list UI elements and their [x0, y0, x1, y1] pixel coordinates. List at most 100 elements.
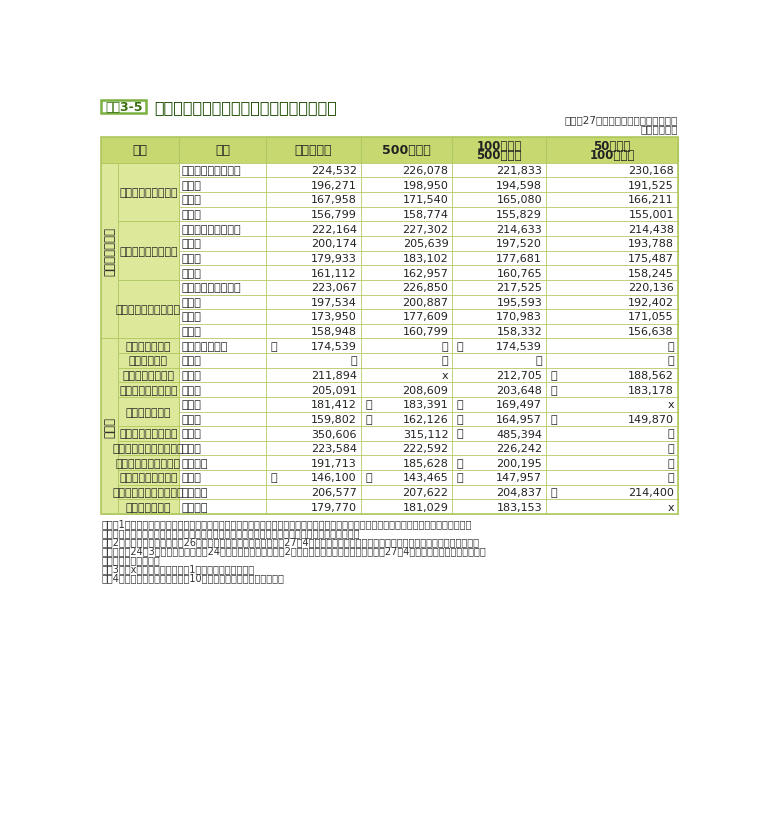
- Text: 217,525: 217,525: [496, 283, 542, 293]
- Bar: [119, 441, 179, 456]
- Text: ＊: ＊: [366, 414, 372, 424]
- Bar: [179, 397, 266, 412]
- Bar: [452, 281, 546, 295]
- Text: 準　新　卒　医　師: 準 新 卒 医 師: [119, 429, 178, 439]
- Bar: [452, 207, 546, 222]
- Bar: [266, 412, 361, 427]
- Bar: [101, 101, 146, 114]
- Bar: [266, 207, 361, 222]
- Bar: [266, 164, 361, 179]
- Bar: [179, 441, 266, 456]
- Text: 171,540: 171,540: [403, 195, 448, 206]
- Bar: [546, 354, 678, 369]
- Bar: [266, 369, 361, 382]
- Text: 222,592: 222,592: [402, 444, 448, 454]
- Text: 資料3-5: 資料3-5: [105, 101, 142, 114]
- Bar: [546, 222, 678, 237]
- Bar: [179, 266, 266, 281]
- Text: 養成所卒: 養成所卒: [182, 487, 208, 497]
- Text: 214,633: 214,633: [496, 224, 542, 234]
- Text: 226,242: 226,242: [496, 444, 542, 454]
- Bar: [361, 266, 452, 281]
- Bar: [266, 251, 361, 266]
- Text: 203,648: 203,648: [496, 385, 542, 395]
- Bar: [179, 222, 266, 237]
- Bar: [179, 382, 266, 397]
- Text: ＊: ＊: [457, 414, 464, 424]
- Text: 200,887: 200,887: [402, 297, 448, 307]
- Text: 156,638: 156,638: [629, 327, 674, 337]
- Bar: [266, 222, 361, 237]
- Text: 新卒高等学校教諭: 新卒高等学校教諭: [122, 370, 175, 381]
- Bar: [361, 281, 452, 295]
- Text: 大学卒: 大学卒: [182, 385, 201, 395]
- Text: 170,983: 170,983: [496, 312, 542, 322]
- Bar: [546, 192, 678, 207]
- Bar: [452, 382, 546, 397]
- Bar: [452, 339, 546, 354]
- Bar: [546, 485, 678, 500]
- Text: 183,102: 183,102: [403, 254, 448, 264]
- Text: ＊: ＊: [550, 385, 557, 395]
- Text: 143,465: 143,465: [403, 473, 448, 483]
- Bar: [179, 427, 266, 441]
- Text: 171,055: 171,055: [629, 312, 674, 322]
- Text: 短大卒: 短大卒: [182, 400, 201, 410]
- Text: ＊: ＊: [550, 487, 557, 497]
- Bar: [179, 207, 266, 222]
- Text: 223,584: 223,584: [311, 444, 357, 454]
- Text: 174,539: 174,539: [311, 342, 357, 351]
- Text: 155,829: 155,829: [496, 210, 542, 219]
- Text: 181,029: 181,029: [403, 502, 448, 512]
- Bar: [361, 354, 452, 369]
- Bar: [452, 164, 546, 179]
- Bar: [361, 251, 452, 266]
- Text: 214,438: 214,438: [628, 224, 674, 234]
- Bar: [546, 397, 678, 412]
- Text: 500人以上: 500人以上: [382, 144, 431, 157]
- Text: 学歴: 学歴: [215, 144, 230, 157]
- Bar: [179, 192, 266, 207]
- Bar: [361, 138, 452, 164]
- Text: 2　「準新卒」とは、平成26年度中に資格免許を取得し、平成27年4月までの間に採用された場合をいう。なお、医師については、平: 2 「準新卒」とは、平成26年度中に資格免許を取得し、平成27年4月までの間に採…: [101, 536, 480, 546]
- Bar: [452, 222, 546, 237]
- Text: 養成所卒: 養成所卒: [182, 458, 208, 468]
- Bar: [546, 138, 678, 164]
- Text: 207,622: 207,622: [402, 487, 448, 497]
- Bar: [179, 412, 266, 427]
- Text: 185,628: 185,628: [403, 458, 448, 468]
- Bar: [361, 485, 452, 500]
- Text: 204,837: 204,837: [496, 487, 542, 497]
- Bar: [179, 281, 266, 295]
- Bar: [452, 427, 546, 441]
- Text: x: x: [667, 400, 674, 410]
- Text: ＊: ＊: [457, 400, 464, 410]
- Text: －: －: [667, 473, 674, 483]
- Text: 100人未満: 100人未満: [589, 149, 635, 161]
- Bar: [546, 382, 678, 397]
- Text: 197,520: 197,520: [496, 239, 542, 249]
- Bar: [266, 192, 361, 207]
- Bar: [361, 456, 452, 470]
- Text: －: －: [667, 356, 674, 366]
- Bar: [266, 427, 361, 441]
- Bar: [361, 164, 452, 179]
- Bar: [266, 281, 361, 295]
- Text: 162,957: 162,957: [403, 269, 448, 278]
- Text: 146,100: 146,100: [312, 473, 357, 483]
- Bar: [546, 500, 678, 514]
- Bar: [546, 179, 678, 192]
- Bar: [546, 324, 678, 339]
- Bar: [546, 164, 678, 179]
- Bar: [452, 354, 546, 369]
- Text: 192,402: 192,402: [628, 297, 674, 307]
- Text: 158,332: 158,332: [496, 327, 542, 337]
- Text: 191,713: 191,713: [311, 458, 357, 468]
- Bar: [452, 251, 546, 266]
- Text: 短大卒: 短大卒: [182, 195, 201, 206]
- Text: 224,532: 224,532: [311, 166, 357, 176]
- Text: 準　新　卒　薬　剤　師: 準 新 卒 薬 剤 師: [112, 444, 184, 454]
- Text: 198,950: 198,950: [403, 180, 448, 191]
- Bar: [361, 222, 452, 237]
- Bar: [452, 470, 546, 485]
